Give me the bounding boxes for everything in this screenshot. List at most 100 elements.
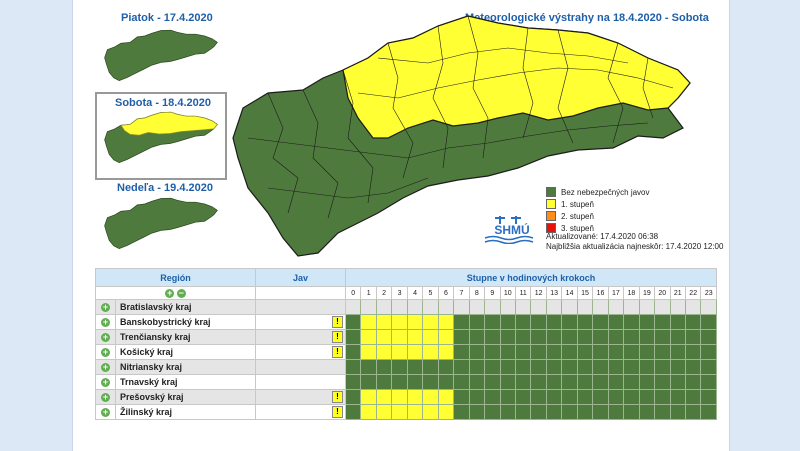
hour-level-cell [406, 374, 424, 390]
region-name: Trnavský kraj [115, 374, 256, 390]
row-expand-button[interactable]: + [101, 317, 110, 327]
hour-label: 4 [406, 286, 424, 300]
hour-level-cell [530, 404, 547, 420]
warning-phenomenon-icon[interactable]: ! [332, 331, 343, 343]
hour-level-cell [422, 314, 439, 330]
row-expand-button[interactable]: + [101, 392, 110, 402]
jav-cell: ! [255, 344, 346, 360]
row-expand-button[interactable]: + [101, 362, 110, 372]
hour-level-cell [530, 329, 547, 345]
hour-level-cell [453, 404, 470, 420]
hour-level-cell [638, 404, 656, 420]
hour-level-cell [592, 389, 609, 405]
hour-level-cell [545, 404, 563, 420]
day-title-saturday[interactable]: Sobota - 18.4.2020 [115, 97, 211, 109]
hour-level-cell [360, 374, 377, 390]
hour-level-cell [344, 299, 362, 315]
hour-level-cell [684, 314, 702, 330]
day-title-sunday[interactable]: Nedeľa - 19.4.2020 [117, 182, 213, 194]
hour-level-cell [545, 359, 563, 375]
region-name: Banskobystrický kraj [115, 314, 256, 330]
hour-level-cell [530, 374, 547, 390]
expand-all-button[interactable]: + [165, 288, 175, 298]
hour-level-cell [654, 359, 671, 375]
map-thumb-friday[interactable] [101, 28, 221, 84]
hour-level-cell [437, 299, 455, 315]
hour-level-cell [530, 359, 547, 375]
hour-label: 11 [514, 286, 532, 300]
hour-level-cell [406, 404, 424, 420]
hour-level-cell [607, 299, 625, 315]
hour-level-cell [592, 314, 609, 330]
hour-level-cell [684, 359, 702, 375]
hour-level-cell [700, 359, 717, 375]
hour-level-cell [545, 344, 563, 360]
hour-level-cell [499, 314, 516, 330]
jav-cell [255, 359, 346, 375]
day-title-friday[interactable]: Piatok - 17.4.2020 [121, 12, 213, 24]
hour-level-cell [576, 314, 594, 330]
table-row: + Prešovský kraj! [95, 389, 717, 405]
hour-level-cell [437, 404, 455, 420]
hour-level-cell [669, 389, 686, 405]
hour-label: 13 [545, 286, 563, 300]
hour-level-cell [499, 344, 516, 360]
hour-label: 5 [422, 286, 439, 300]
hour-level-cell [561, 389, 578, 405]
hour-level-cell [484, 329, 501, 345]
hour-level-cell [484, 359, 501, 375]
hour-level-cell [545, 374, 563, 390]
hour-level-cell [422, 374, 439, 390]
hour-level-cell [499, 329, 516, 345]
hour-level-cell [406, 299, 424, 315]
warning-phenomenon-icon[interactable]: ! [332, 391, 343, 403]
hour-label: 10 [499, 286, 516, 300]
hour-level-cell [654, 314, 671, 330]
hour-level-cell [499, 299, 516, 315]
hour-level-cell [360, 344, 377, 360]
hour-level-cell [700, 389, 717, 405]
hour-level-cell [437, 374, 455, 390]
hour-level-cell [406, 344, 424, 360]
hour-level-cell [607, 359, 625, 375]
hour-level-cell [360, 389, 377, 405]
hour-level-cell [576, 329, 594, 345]
hour-level-cell [514, 404, 532, 420]
main-warning-map[interactable] [228, 8, 698, 268]
warning-phenomenon-icon[interactable]: ! [332, 346, 343, 358]
hour-level-cell [700, 299, 717, 315]
hour-level-cell [576, 344, 594, 360]
collapse-all-button[interactable]: − [176, 288, 186, 298]
hour-level-cell [453, 314, 470, 330]
update-info: Aktualizované: 17.4.2020 06:38 Najbližši… [546, 232, 723, 252]
hour-level-cell [638, 374, 656, 390]
hour-level-cell [499, 359, 516, 375]
table-row: + Banskobystrický kraj! [95, 314, 717, 330]
row-expand-button[interactable]: + [101, 332, 110, 342]
hour-level-cell [684, 299, 702, 315]
hour-level-cell [468, 314, 486, 330]
hour-level-cell [484, 344, 501, 360]
row-expand-button[interactable]: + [101, 407, 110, 417]
map-thumb-sunday[interactable] [101, 196, 221, 252]
hour-level-cell [561, 374, 578, 390]
map-thumb-saturday[interactable] [101, 110, 221, 166]
hour-level-cell [422, 299, 439, 315]
hour-level-cell [623, 314, 640, 330]
warning-phenomenon-icon[interactable]: ! [332, 406, 343, 418]
hour-label: 22 [684, 286, 702, 300]
hour-level-cell [623, 329, 640, 345]
hour-level-cell [654, 374, 671, 390]
hour-level-cell [530, 389, 547, 405]
hour-label: 15 [576, 286, 594, 300]
row-expand-button[interactable]: + [101, 347, 110, 357]
hour-level-cell [638, 314, 656, 330]
legend-item-level3: 3. stupeň [546, 222, 650, 234]
warning-phenomenon-icon[interactable]: ! [332, 316, 343, 328]
row-expand-button[interactable]: + [101, 377, 110, 387]
hour-level-cell [375, 329, 393, 345]
row-expand-cell: + [95, 404, 116, 420]
hour-header-row: + − 0 1 2 3 4 5 6 7 8 9 10 11 12 13 14 15 16 17 18 19 20 21 22… [95, 286, 717, 300]
hour-level-cell [514, 389, 532, 405]
row-expand-button[interactable]: + [101, 302, 110, 312]
